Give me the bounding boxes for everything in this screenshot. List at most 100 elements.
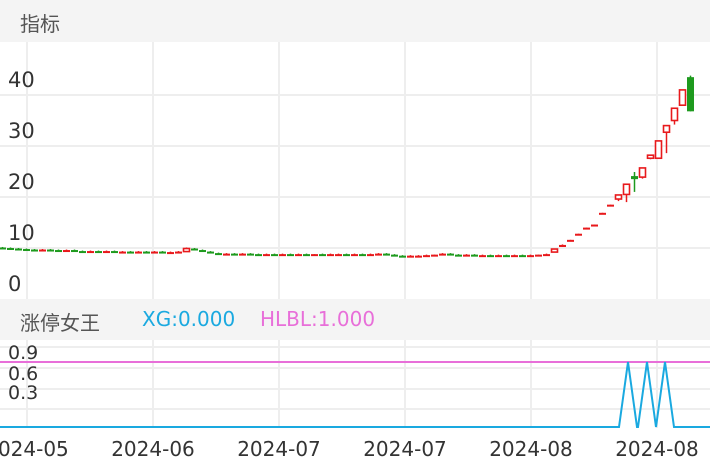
- candle-body: [503, 255, 510, 258]
- candle-body: [191, 248, 198, 251]
- y-tick-label: 30: [8, 119, 35, 143]
- candle-body: [71, 250, 78, 253]
- sub-panel-header: 涨停女王 XG:0.000 HLBL:1.000: [0, 299, 710, 340]
- candle-body: [550, 248, 559, 253]
- candle-body: [175, 251, 182, 254]
- candle-body: [463, 254, 470, 257]
- x-tick-label: 2024-05: [0, 437, 69, 461]
- candle-body: [487, 255, 494, 258]
- candle-body: [423, 255, 430, 258]
- sub-panel-title: 涨停女王: [20, 311, 100, 335]
- candle-body: [0, 247, 6, 250]
- candle-body: [511, 255, 518, 258]
- candle-body: [359, 254, 366, 257]
- candle-body: [662, 124, 671, 134]
- candle-body: [207, 251, 214, 254]
- candle-body: [79, 251, 86, 254]
- candle-body: [15, 248, 22, 251]
- xg-label: XG:0.000: [142, 307, 236, 331]
- y-tick-label: 20: [8, 170, 35, 194]
- candle-body: [415, 255, 422, 258]
- x-tick-label: 2024-06: [111, 437, 195, 461]
- candle-body: [303, 254, 310, 257]
- candle-body: [159, 251, 166, 254]
- candle-body: [87, 251, 94, 254]
- candle-body: [247, 253, 254, 256]
- candle-body: [311, 254, 318, 257]
- candle-body: [646, 154, 655, 160]
- candle-body: [439, 253, 446, 256]
- y-tick-label: 10: [8, 221, 35, 245]
- candle-body: [543, 254, 550, 257]
- candle-body: [103, 251, 110, 254]
- candle-body: [567, 239, 574, 242]
- candle-body: [654, 140, 663, 160]
- sub-y-tick-label: 0.6: [8, 363, 38, 385]
- candle-body: [143, 251, 150, 254]
- candle-body: [471, 254, 478, 257]
- candle-body: [391, 254, 398, 257]
- candle-body: [95, 251, 102, 254]
- x-tick-label: 2024-07: [237, 437, 321, 461]
- candle-body: [223, 253, 230, 256]
- candle-body: [327, 254, 334, 257]
- candle-body: [255, 254, 262, 257]
- candle-body: [631, 176, 638, 180]
- hlbl-label: HLBL:1.000: [260, 307, 376, 331]
- candle-body: [239, 253, 246, 256]
- candle-body: [182, 247, 191, 253]
- candle-body: [111, 251, 118, 254]
- candle-body: [407, 255, 414, 258]
- candle-body: [351, 254, 358, 257]
- candle-body: [47, 249, 54, 252]
- candle-body: [135, 251, 142, 254]
- x-tick-label: 2024-08: [489, 437, 573, 461]
- candle-body: [319, 254, 326, 257]
- candle-body: [687, 77, 694, 112]
- candle-body: [215, 253, 222, 256]
- y-tick-label: 40: [8, 68, 35, 92]
- candle-body: [287, 254, 294, 257]
- candle-body: [399, 255, 406, 258]
- candle-body: [39, 249, 46, 252]
- candle-body: [231, 253, 238, 256]
- main-panel-header: 指标: [0, 0, 710, 42]
- candle-body: [31, 249, 38, 252]
- xg-line: [0, 361, 710, 428]
- candle-body: [55, 250, 62, 253]
- sub-y-tick-label: 0.9: [8, 342, 38, 364]
- candle-body: [23, 249, 30, 252]
- candle-body: [431, 254, 438, 257]
- candle-body: [678, 89, 687, 107]
- candle-body: [638, 167, 647, 178]
- candle-body: [167, 252, 174, 255]
- candle-body: [591, 224, 598, 227]
- main-panel-title: 指标: [20, 12, 60, 36]
- candle-body: [367, 254, 374, 257]
- candle-body: [127, 251, 134, 254]
- candle-body: [575, 233, 582, 236]
- candle-body: [199, 250, 206, 253]
- candle-body: [343, 254, 350, 257]
- x-tick-label: 2024-08: [615, 437, 699, 461]
- candle-body: [527, 255, 534, 258]
- sub-y-tick-label: 0.3: [8, 382, 38, 404]
- candle-body: [479, 255, 486, 258]
- candle-body: [622, 183, 631, 196]
- candle-body: [599, 212, 606, 215]
- candle-body: [295, 254, 302, 257]
- candle-body: [670, 107, 679, 122]
- candle-body: [495, 255, 502, 258]
- candle-body: [335, 254, 342, 257]
- candle-body: [614, 194, 623, 200]
- candle-body: [279, 254, 286, 257]
- candle-body: [263, 254, 270, 257]
- candle-body: [63, 250, 70, 253]
- x-tick-label: 2024-07: [363, 437, 447, 461]
- candle-body: [383, 253, 390, 256]
- candle-body: [535, 254, 542, 257]
- candle-body: [375, 253, 382, 256]
- candle-body: [583, 227, 590, 230]
- candle-body: [455, 254, 462, 257]
